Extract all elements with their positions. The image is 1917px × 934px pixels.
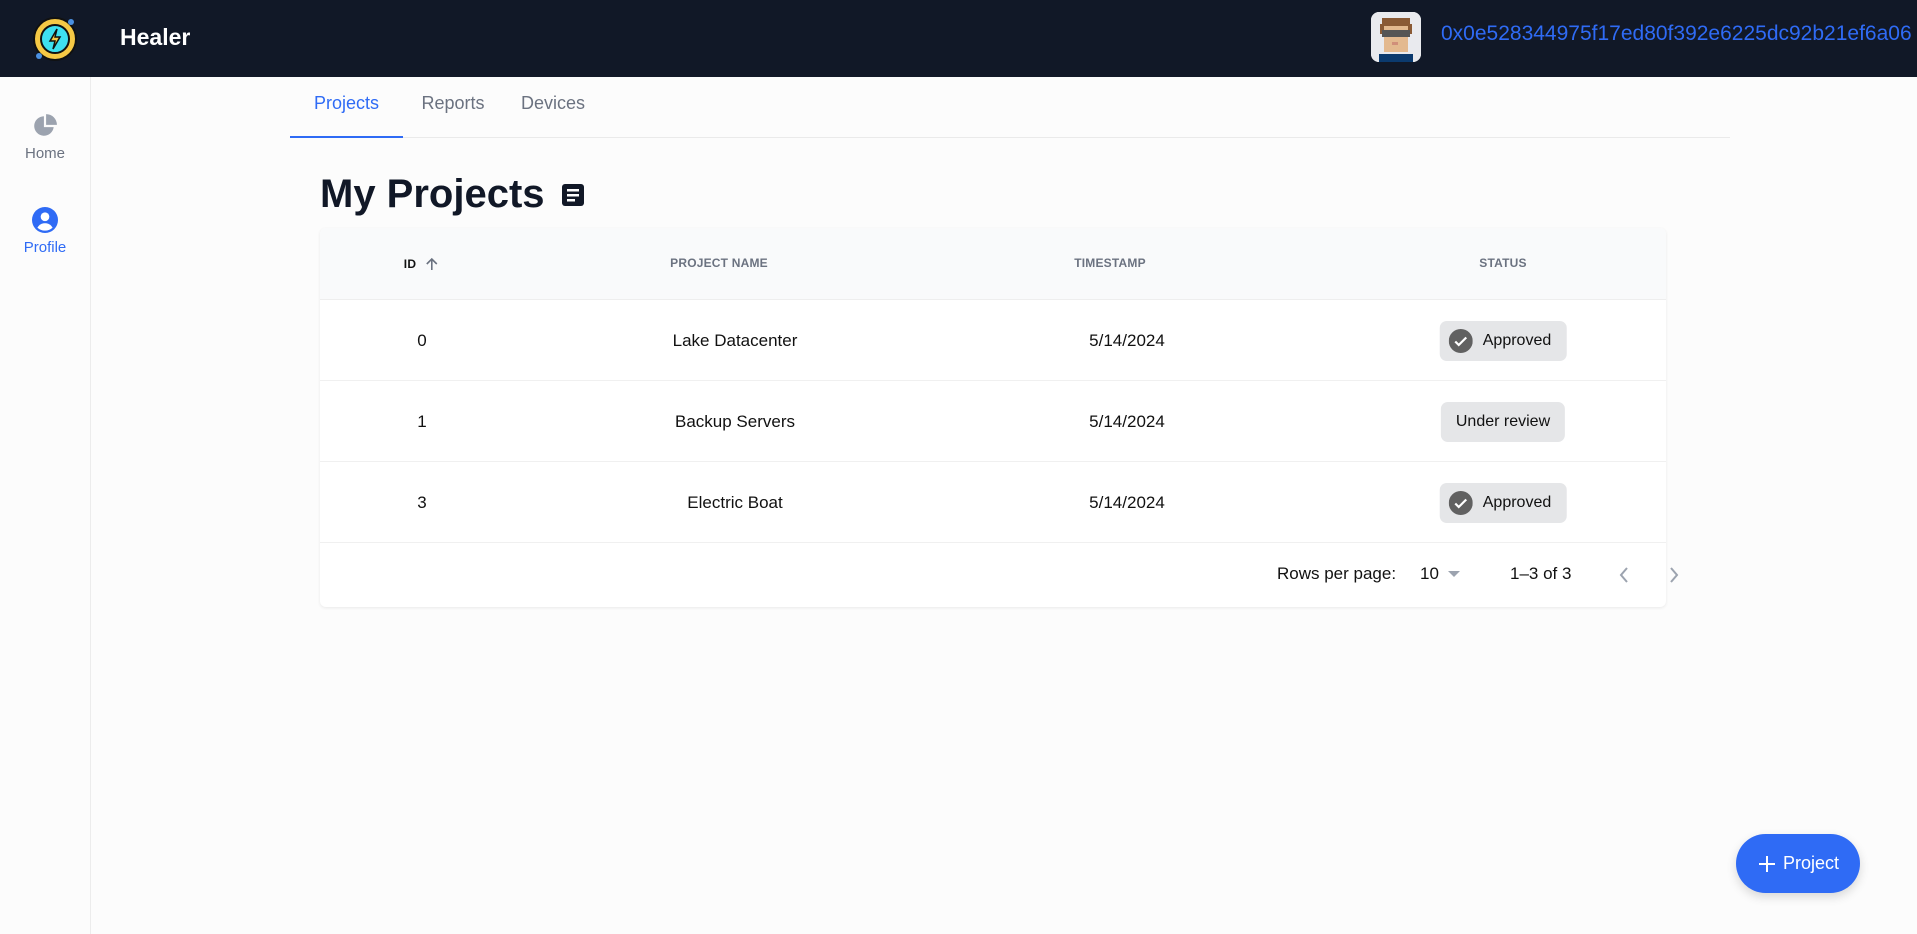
caret-down-icon (1447, 571, 1460, 577)
cell-id: 3 (417, 493, 427, 512)
pie-chart-icon (34, 114, 57, 136)
cell-timestamp: 5/14/2024 (1089, 331, 1165, 350)
sidebar-item-profile[interactable]: Profile (0, 207, 90, 256)
chevron-left-icon[interactable] (1617, 566, 1631, 584)
add-project-label: Project (1782, 853, 1840, 873)
table-row[interactable]: 1 Backup Servers 5/14/2024 Under review (320, 381, 1666, 462)
cell-id: 0 (417, 331, 427, 350)
tab-bar: Projects Reports Devices (290, 77, 1730, 138)
pagination-range: 1–3 of 3 (1510, 564, 1572, 583)
column-header-status[interactable]: STATUS (1479, 256, 1527, 270)
rows-per-page-select[interactable]: 10 (1420, 564, 1461, 584)
user-circle-icon (32, 207, 58, 233)
table-header: ID PROJECT NAME TIMESTAMP STATUS (320, 228, 1666, 300)
table-row[interactable]: 0 Lake Datacenter 5/14/2024 Approved (320, 300, 1666, 381)
add-project-button[interactable]: Project (1736, 834, 1860, 893)
sidebar-item-label: Profile (23, 239, 67, 256)
column-header-project-name[interactable]: PROJECT NAME (670, 256, 768, 270)
plus-icon (1758, 855, 1775, 872)
column-header-timestamp[interactable]: TIMESTAMP (1074, 256, 1146, 270)
column-label: ID (403, 257, 417, 271)
status-badge: Approved (1439, 483, 1567, 523)
logo-icon (33, 17, 77, 61)
status-badge: Approved (1439, 321, 1567, 361)
rows-per-page-label: Rows per page: (1277, 564, 1397, 583)
projects-table: ID PROJECT NAME TIMESTAMP STATUS 0 Lake … (320, 228, 1679, 607)
status-badge: Under review (1440, 402, 1566, 442)
status-label: Under review (1455, 413, 1551, 430)
chevron-right-icon[interactable] (1667, 566, 1681, 584)
status-label: Approved (1482, 494, 1552, 511)
sidebar: Home Profile (0, 77, 91, 934)
wallet-address-link[interactable]: 0x0e528344975f17ed80f392e6225dc92b21ef6a… (1441, 22, 1912, 45)
cell-id: 1 (417, 412, 427, 431)
tab-devices[interactable]: Devices (520, 93, 586, 113)
status-label: Approved (1482, 332, 1552, 349)
cell-project-name: Backup Servers (675, 412, 795, 431)
page-title-text: My Projects (320, 172, 545, 216)
sidebar-item-label: Home (24, 145, 65, 162)
tab-projects[interactable]: Projects (290, 77, 403, 138)
table-row[interactable]: 3 Electric Boat 5/14/2024 Approved (320, 462, 1666, 543)
top-bar: Healer 0x0e528344975f17ed80f392e6225dc92… (0, 0, 1917, 77)
app-title: Healer (120, 24, 191, 50)
arrow-up-icon (426, 257, 438, 270)
cell-project-name: Lake Datacenter (672, 331, 798, 350)
check-circle-icon (1448, 491, 1473, 515)
cell-project-name: Electric Boat (687, 493, 783, 512)
document-icon (561, 183, 584, 206)
page-title: My Projects (320, 172, 585, 217)
cell-timestamp: 5/14/2024 (1089, 412, 1165, 431)
rows-per-page-value: 10 (1420, 564, 1439, 583)
sidebar-item-home[interactable]: Home (0, 113, 90, 162)
column-header-id[interactable]: ID (404, 256, 440, 272)
tab-reports[interactable]: Reports (421, 93, 485, 113)
cell-timestamp: 5/14/2024 (1089, 493, 1165, 512)
avatar[interactable] (1371, 12, 1421, 62)
check-circle-icon (1448, 329, 1473, 353)
